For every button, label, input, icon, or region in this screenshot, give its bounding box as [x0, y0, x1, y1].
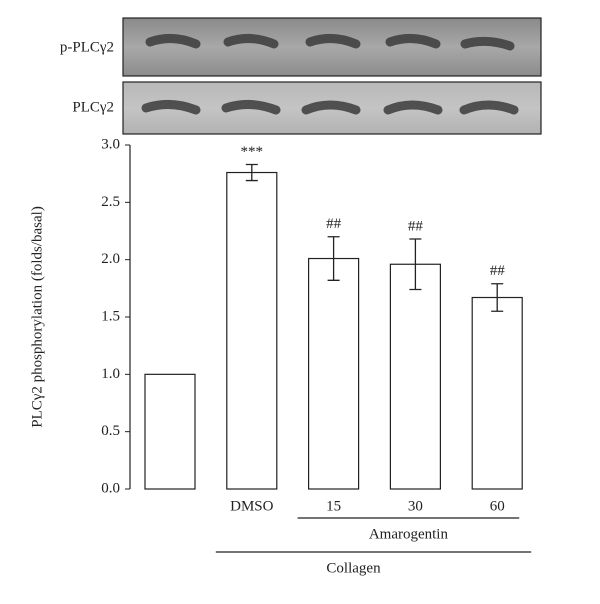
error-bar: [245, 163, 258, 182]
x-tick-label: 15: [326, 498, 341, 514]
bar: [389, 263, 441, 490]
group-label: Amarogentin: [369, 526, 449, 542]
y-tick-label: 2.0: [101, 251, 120, 267]
x-tick-label: DMSO: [230, 498, 274, 514]
error-bar: [327, 236, 340, 281]
group-label: Collagen: [326, 560, 381, 576]
significance-mark: ##: [326, 216, 342, 232]
y-tick-label: 2.5: [101, 194, 120, 210]
bar: [144, 373, 196, 490]
blot-panel: [122, 17, 542, 135]
significance-mark: ##: [490, 263, 506, 279]
bar: [308, 257, 360, 490]
y-tick-label: 3.0: [101, 136, 120, 152]
significance-mark: ***: [241, 144, 264, 160]
error-bar: [491, 283, 504, 312]
significance-mark: ##: [408, 218, 424, 234]
x-tick-label: 30: [408, 498, 423, 514]
y-tick-label: 0.0: [101, 480, 120, 496]
bar: [471, 296, 523, 490]
y-tick-label: 1.5: [101, 308, 120, 324]
error-bar: [409, 238, 422, 291]
blot-label: PLCγ2: [72, 99, 114, 115]
y-axis-label: PLCγ2 phosphorylation (folds/basal): [29, 206, 45, 428]
bar: [226, 171, 278, 490]
y-tick-label: 1.0: [101, 366, 120, 382]
y-tick-label: 0.5: [101, 423, 120, 439]
blot-label: p-PLCγ2: [60, 39, 114, 55]
x-tick-label: 60: [490, 498, 505, 514]
